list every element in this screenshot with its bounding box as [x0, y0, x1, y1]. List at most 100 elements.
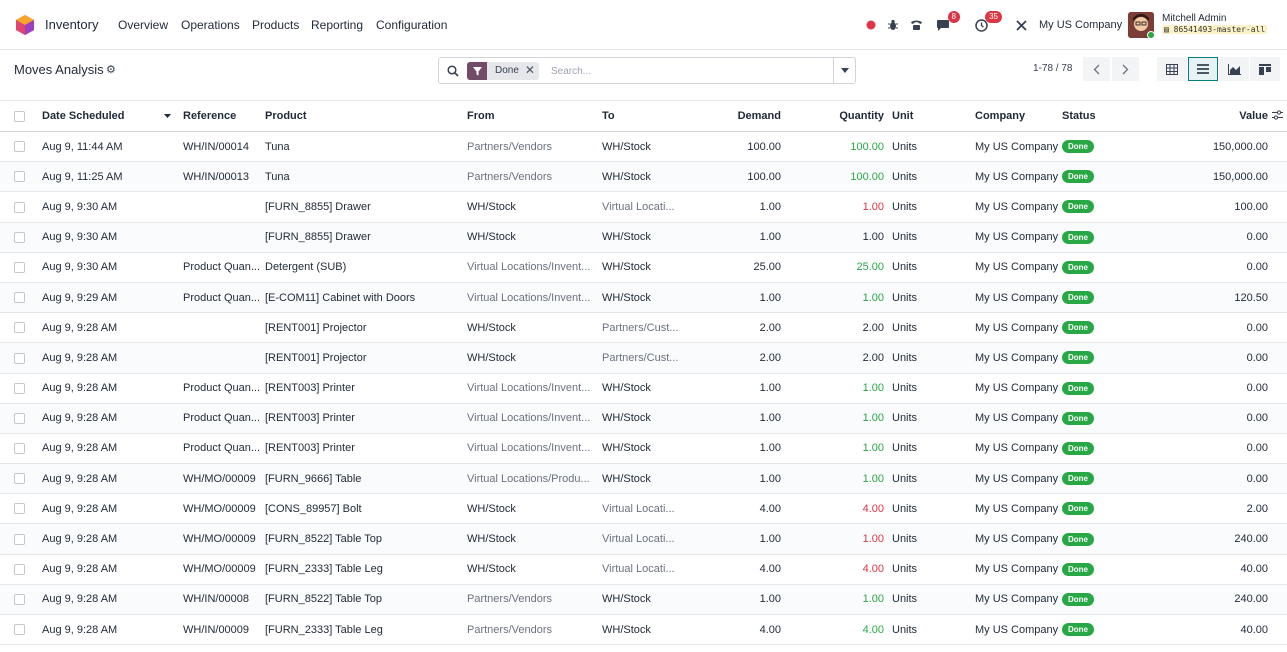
table-row[interactable]: Aug 9, 9:28 AM [RENT001] Projector WH/Stoc…: [0, 342, 1287, 373]
row-checkbox-box[interactable]: [14, 594, 25, 605]
bug-icon[interactable]: [885, 17, 901, 33]
table-row[interactable]: Aug 9, 9:28 AM Product Quan... [RENT003] P…: [0, 433, 1287, 464]
row-checkbox-box[interactable]: [14, 352, 25, 364]
row-checkbox[interactable]: [0, 494, 37, 524]
search-icon[interactable]: [447, 65, 459, 77]
cell-unit: Units: [892, 351, 918, 364]
user-avatar[interactable]: [1128, 12, 1154, 38]
company-switcher[interactable]: My US Company: [1039, 19, 1123, 31]
row-checkbox-box[interactable]: [14, 322, 25, 334]
row-checkbox[interactable]: [0, 132, 37, 162]
cell-date: Aug 9, 9:28 AM: [42, 412, 118, 425]
row-checkbox[interactable]: [0, 433, 37, 463]
row-checkbox-box[interactable]: [14, 563, 25, 575]
row-checkbox[interactable]: [0, 373, 37, 403]
table-row[interactable]: Aug 9, 9:28 AM WH/IN/00009 [FURN_2333] Tab…: [0, 615, 1287, 645]
select-all-checkbox-box[interactable]: [14, 110, 25, 122]
row-checkbox[interactable]: [0, 222, 37, 252]
row-checkbox-box[interactable]: [14, 473, 25, 485]
table-row[interactable]: Aug 9, 9:30 AM [FURN_8855] Drawer WH/Stock…: [0, 192, 1287, 223]
filter-facet: Done ✕: [467, 62, 539, 80]
tools-icon[interactable]: [1013, 17, 1029, 33]
table-row[interactable]: Aug 9, 9:28 AM [RENT001] Projector WH/Stoc…: [0, 313, 1287, 343]
column-reference[interactable]: Reference: [183, 110, 237, 122]
cell-product: [FURN_8855] Drawer: [265, 200, 371, 213]
close-icon[interactable]: ✕: [524, 63, 535, 77]
row-checkbox[interactable]: [0, 524, 37, 554]
column-quantity[interactable]: Quantity: [839, 110, 884, 122]
phone-icon[interactable]: [908, 17, 924, 33]
search-input[interactable]: [551, 62, 831, 80]
row-checkbox-box[interactable]: [14, 201, 25, 213]
table-row[interactable]: Aug 9, 9:30 AM [FURN_8855] Drawer WH/Stock…: [0, 222, 1287, 253]
row-checkbox[interactable]: [0, 282, 37, 312]
menu-overview[interactable]: Overview: [118, 18, 169, 32]
row-spacer: [1272, 222, 1287, 252]
column-from[interactable]: From: [467, 110, 495, 122]
graph-view-button[interactable]: [1219, 57, 1249, 81]
row-checkbox-box[interactable]: [14, 292, 25, 304]
row-checkbox[interactable]: [0, 343, 37, 373]
optional-columns-toggle-icon[interactable]: [1272, 101, 1287, 132]
menu-operations[interactable]: Operations: [181, 18, 240, 32]
column-product[interactable]: Product: [265, 110, 307, 122]
row-checkbox[interactable]: [0, 403, 37, 433]
pager-previous-button[interactable]: [1083, 57, 1110, 81]
table-row[interactable]: Aug 9, 11:25 AM WH/IN/00013 Tuna Partners/V…: [0, 161, 1287, 192]
row-checkbox-box[interactable]: [14, 141, 25, 153]
menu-products[interactable]: Products: [252, 18, 300, 32]
user-name[interactable]: Mitchell Admin: [1162, 13, 1227, 24]
column-date-scheduled[interactable]: Date Scheduled: [37, 101, 178, 132]
table-row[interactable]: Aug 9, 9:30 AM Product Quan... Detergent (…: [0, 252, 1287, 283]
inventory-app-logo-icon[interactable]: [14, 14, 36, 36]
table-row[interactable]: Aug 9, 9:28 AM WH/IN/00008 [FURN_8522] Tab…: [0, 584, 1287, 615]
row-checkbox[interactable]: [0, 313, 37, 343]
pager-value[interactable]: 1-78 / 78: [1033, 63, 1073, 74]
table-row[interactable]: Aug 9, 9:29 AM Product Quan... [E-COM11] C…: [0, 282, 1287, 313]
row-checkbox-box[interactable]: [14, 412, 25, 424]
row-checkbox-box[interactable]: [14, 624, 25, 636]
list-view-button[interactable]: [1188, 57, 1218, 81]
row-checkbox-box[interactable]: [14, 261, 25, 273]
record-icon[interactable]: [863, 17, 879, 33]
column-demand[interactable]: Demand: [737, 110, 781, 122]
chevron-left-icon: [1093, 64, 1100, 74]
row-checkbox[interactable]: [0, 464, 37, 494]
table-row[interactable]: Aug 9, 9:28 AM Product Quan... [RENT003] P…: [0, 373, 1287, 404]
row-checkbox[interactable]: [0, 162, 37, 192]
table-row[interactable]: Aug 9, 9:28 AM WH/MO/00009 [FURN_9666] Tab…: [0, 463, 1287, 494]
row-checkbox[interactable]: [0, 615, 37, 645]
table-row[interactable]: Aug 9, 9:28 AM WH/MO/00009 [CONS_89957] Bo…: [0, 494, 1287, 524]
app-name[interactable]: Inventory: [45, 17, 99, 32]
column-unit[interactable]: Unit: [892, 110, 914, 122]
messages-icon[interactable]: 8: [935, 11, 960, 33]
menu-configuration[interactable]: Configuration: [376, 18, 448, 32]
row-checkbox-box[interactable]: [14, 231, 25, 243]
row-checkbox[interactable]: [0, 584, 37, 614]
row-checkbox[interactable]: [0, 252, 37, 282]
table-row[interactable]: Aug 9, 9:28 AM WH/MO/00009 [FURN_2333] Tab…: [0, 554, 1287, 585]
table-row[interactable]: Aug 9, 11:44 AM WH/IN/00014 Tuna Partners/V…: [0, 132, 1287, 162]
column-status[interactable]: Status: [1062, 110, 1096, 122]
kanban-view-button[interactable]: [1250, 57, 1280, 81]
row-checkbox-box[interactable]: [14, 382, 25, 394]
table-row[interactable]: Aug 9, 9:28 AM Product Quan... [RENT003] P…: [0, 403, 1287, 434]
pivot-view-button[interactable]: [1157, 57, 1187, 81]
pager-next-button[interactable]: [1112, 57, 1139, 81]
activity-clock-icon[interactable]: 35: [973, 11, 1002, 33]
row-checkbox[interactable]: [0, 554, 37, 584]
column-value[interactable]: Value: [1239, 110, 1268, 122]
column-to[interactable]: To: [602, 110, 615, 122]
gear-icon[interactable]: ⚙: [106, 64, 116, 76]
row-checkbox-box[interactable]: [14, 533, 25, 545]
row-checkbox-box[interactable]: [14, 443, 25, 455]
cell-to: WH/Stock: [602, 231, 651, 244]
row-checkbox[interactable]: [0, 192, 37, 222]
row-checkbox-box[interactable]: [14, 503, 25, 515]
row-checkbox-box[interactable]: [14, 171, 25, 183]
column-company[interactable]: Company: [975, 110, 1026, 122]
table-row[interactable]: Aug 9, 9:28 AM WH/MO/00009 [FURN_8522] Tab…: [0, 523, 1287, 555]
menu-reporting[interactable]: Reporting: [311, 18, 364, 32]
chevron-down-icon[interactable]: [833, 58, 855, 83]
select-all-checkbox[interactable]: [0, 101, 37, 132]
